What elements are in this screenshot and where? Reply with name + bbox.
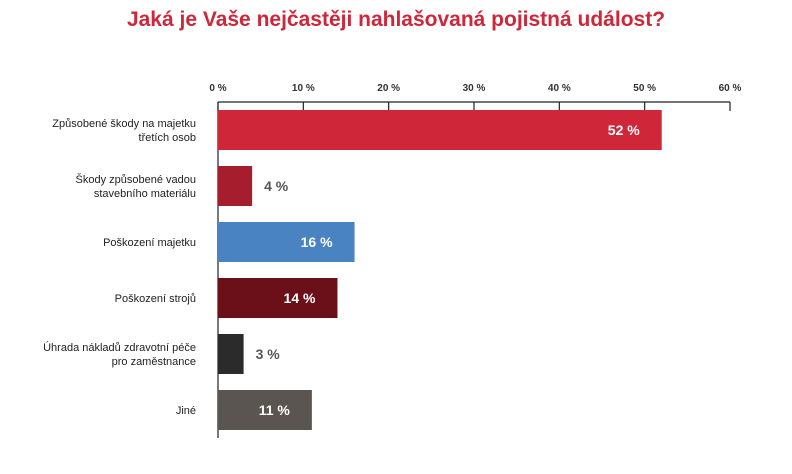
data-label: 4 % [264, 178, 289, 194]
category-label: stavebního materiálu [94, 188, 196, 200]
data-label: 11 % [259, 402, 291, 418]
data-label: 16 % [301, 234, 333, 250]
data-label: 14 % [284, 290, 316, 306]
data-label: 52 % [608, 122, 640, 138]
category-label: Jiné [176, 405, 196, 417]
category-label: Poškození majetku [103, 237, 196, 249]
data-label: 3 % [256, 346, 281, 362]
x-tick-label: 30 % [463, 83, 486, 94]
category-label: Úhrada nákladů zdravotní péče [43, 341, 196, 354]
category-label: třetích osob [139, 132, 196, 144]
x-tick-label: 60 % [719, 83, 742, 94]
category-label: Způsobené škody na majetku [52, 118, 196, 130]
bar [218, 222, 355, 262]
bar [218, 278, 338, 318]
category-label: pro zaměstnance [112, 356, 196, 368]
category-label: Škody způsobené vadou [76, 173, 196, 186]
bar [218, 166, 253, 206]
x-tick-label: 40 % [548, 83, 571, 94]
x-tick-label: 20 % [377, 83, 400, 94]
bar [218, 110, 662, 150]
bar [218, 390, 312, 430]
x-tick-label: 0 % [209, 83, 226, 94]
bar [218, 334, 244, 374]
chart-title: Jaká je Vaše nejčastěji nahlašovaná poji… [126, 8, 666, 31]
category-label: Poškození strojů [115, 293, 196, 305]
x-tick-label: 10 % [292, 83, 315, 94]
x-tick-label: 50 % [633, 83, 656, 94]
